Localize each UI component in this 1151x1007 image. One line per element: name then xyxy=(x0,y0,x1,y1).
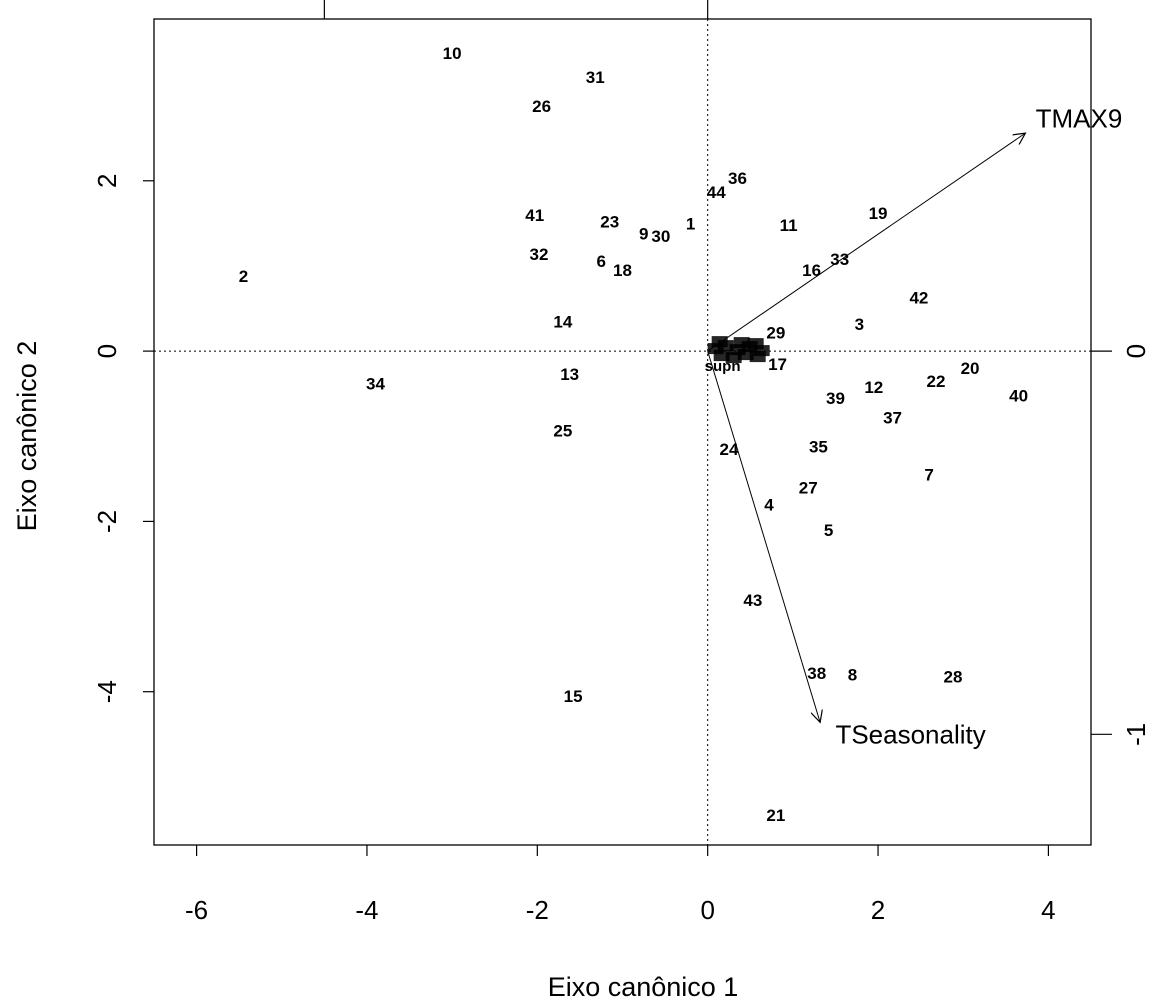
site-label: 40 xyxy=(1009,386,1028,405)
species-marker xyxy=(747,338,764,350)
site-label: 44 xyxy=(707,183,726,202)
right-tick-label: 0 xyxy=(1121,344,1151,358)
site-label: 4 xyxy=(764,495,774,514)
site-label: 2 xyxy=(239,267,248,286)
x-axis-label: Eixo canônico 1 xyxy=(548,972,739,1002)
site-label: 11 xyxy=(780,216,798,235)
x-tick-label: 0 xyxy=(700,895,714,925)
site-label: 36 xyxy=(728,169,747,188)
site-label: 32 xyxy=(530,245,549,264)
site-label: 29 xyxy=(766,323,785,342)
species-marker xyxy=(749,351,766,363)
site-label: 8 xyxy=(848,666,857,685)
site-label: 26 xyxy=(532,97,551,116)
species-marker xyxy=(711,336,728,348)
x-tick-label: -2 xyxy=(526,895,549,925)
site-label: 14 xyxy=(553,312,572,331)
site-label: 34 xyxy=(366,374,385,393)
site-label: 43 xyxy=(743,591,762,610)
site-label: 37 xyxy=(883,409,902,428)
species-marker xyxy=(707,343,724,355)
arrow-label: TSeasonality xyxy=(835,719,985,749)
arrow-tseasonality xyxy=(707,350,820,722)
site-label: 30 xyxy=(651,227,670,246)
site-label: 21 xyxy=(766,806,785,825)
site-label: 1 xyxy=(686,214,695,233)
site-label: 16 xyxy=(802,261,821,280)
arrow-tmax9 xyxy=(707,133,1026,352)
site-label: 39 xyxy=(826,389,845,408)
site-label: 20 xyxy=(961,359,980,378)
site-label: 15 xyxy=(564,687,583,706)
x-tick-label: 4 xyxy=(1041,895,1055,925)
site-label: 28 xyxy=(944,667,963,686)
site-label: 31 xyxy=(586,68,605,87)
site-label: 10 xyxy=(443,44,462,63)
y-tick-label: -2 xyxy=(92,510,122,533)
x-tick-label: -4 xyxy=(355,895,378,925)
site-label: 12 xyxy=(864,378,883,397)
x-tick-label: 2 xyxy=(871,895,885,925)
y-tick-label: 2 xyxy=(92,174,122,188)
reference-lines xyxy=(154,19,1091,845)
site-label: 6 xyxy=(596,252,605,271)
site-label: 22 xyxy=(927,372,946,391)
species-marker xyxy=(737,349,754,361)
biplot-arrows: TMAX9 TSeasonality xyxy=(707,104,1123,749)
site-label: 9 xyxy=(639,225,648,244)
species-cluster: supn xyxy=(705,336,770,375)
plot-frame xyxy=(153,18,1092,846)
y-tick-label: -4 xyxy=(92,680,122,703)
arrow-label: TMAX9 xyxy=(1036,104,1123,134)
site-label: 24 xyxy=(720,440,739,459)
site-label: 25 xyxy=(553,421,572,440)
site-label: 35 xyxy=(809,437,828,456)
species-marker xyxy=(725,352,742,364)
site-label: 3 xyxy=(855,315,864,334)
species-marker xyxy=(753,345,770,357)
site-label: 23 xyxy=(600,213,619,232)
site-label: 13 xyxy=(560,365,579,384)
site-labels: 1234567891011121314151617181920212223242… xyxy=(239,44,1028,825)
species-marker xyxy=(733,337,750,349)
site-label: 18 xyxy=(613,261,632,280)
species-label: supn xyxy=(705,358,741,375)
right-tick-label: -1 xyxy=(1121,723,1151,746)
site-label: 27 xyxy=(799,478,818,497)
site-label: 17 xyxy=(768,355,787,374)
site-label: 41 xyxy=(525,206,544,225)
site-label: 19 xyxy=(869,204,888,223)
site-label: 7 xyxy=(924,466,933,485)
site-label: 33 xyxy=(830,250,849,269)
site-label: 38 xyxy=(807,664,826,683)
y-axis-label: Eixo canônico 2 xyxy=(12,341,42,532)
x-tick-label: -6 xyxy=(185,895,208,925)
species-marker xyxy=(713,350,730,362)
y-tick-label: 0 xyxy=(92,344,122,358)
site-label: 5 xyxy=(824,521,833,540)
site-label: 42 xyxy=(909,288,928,307)
